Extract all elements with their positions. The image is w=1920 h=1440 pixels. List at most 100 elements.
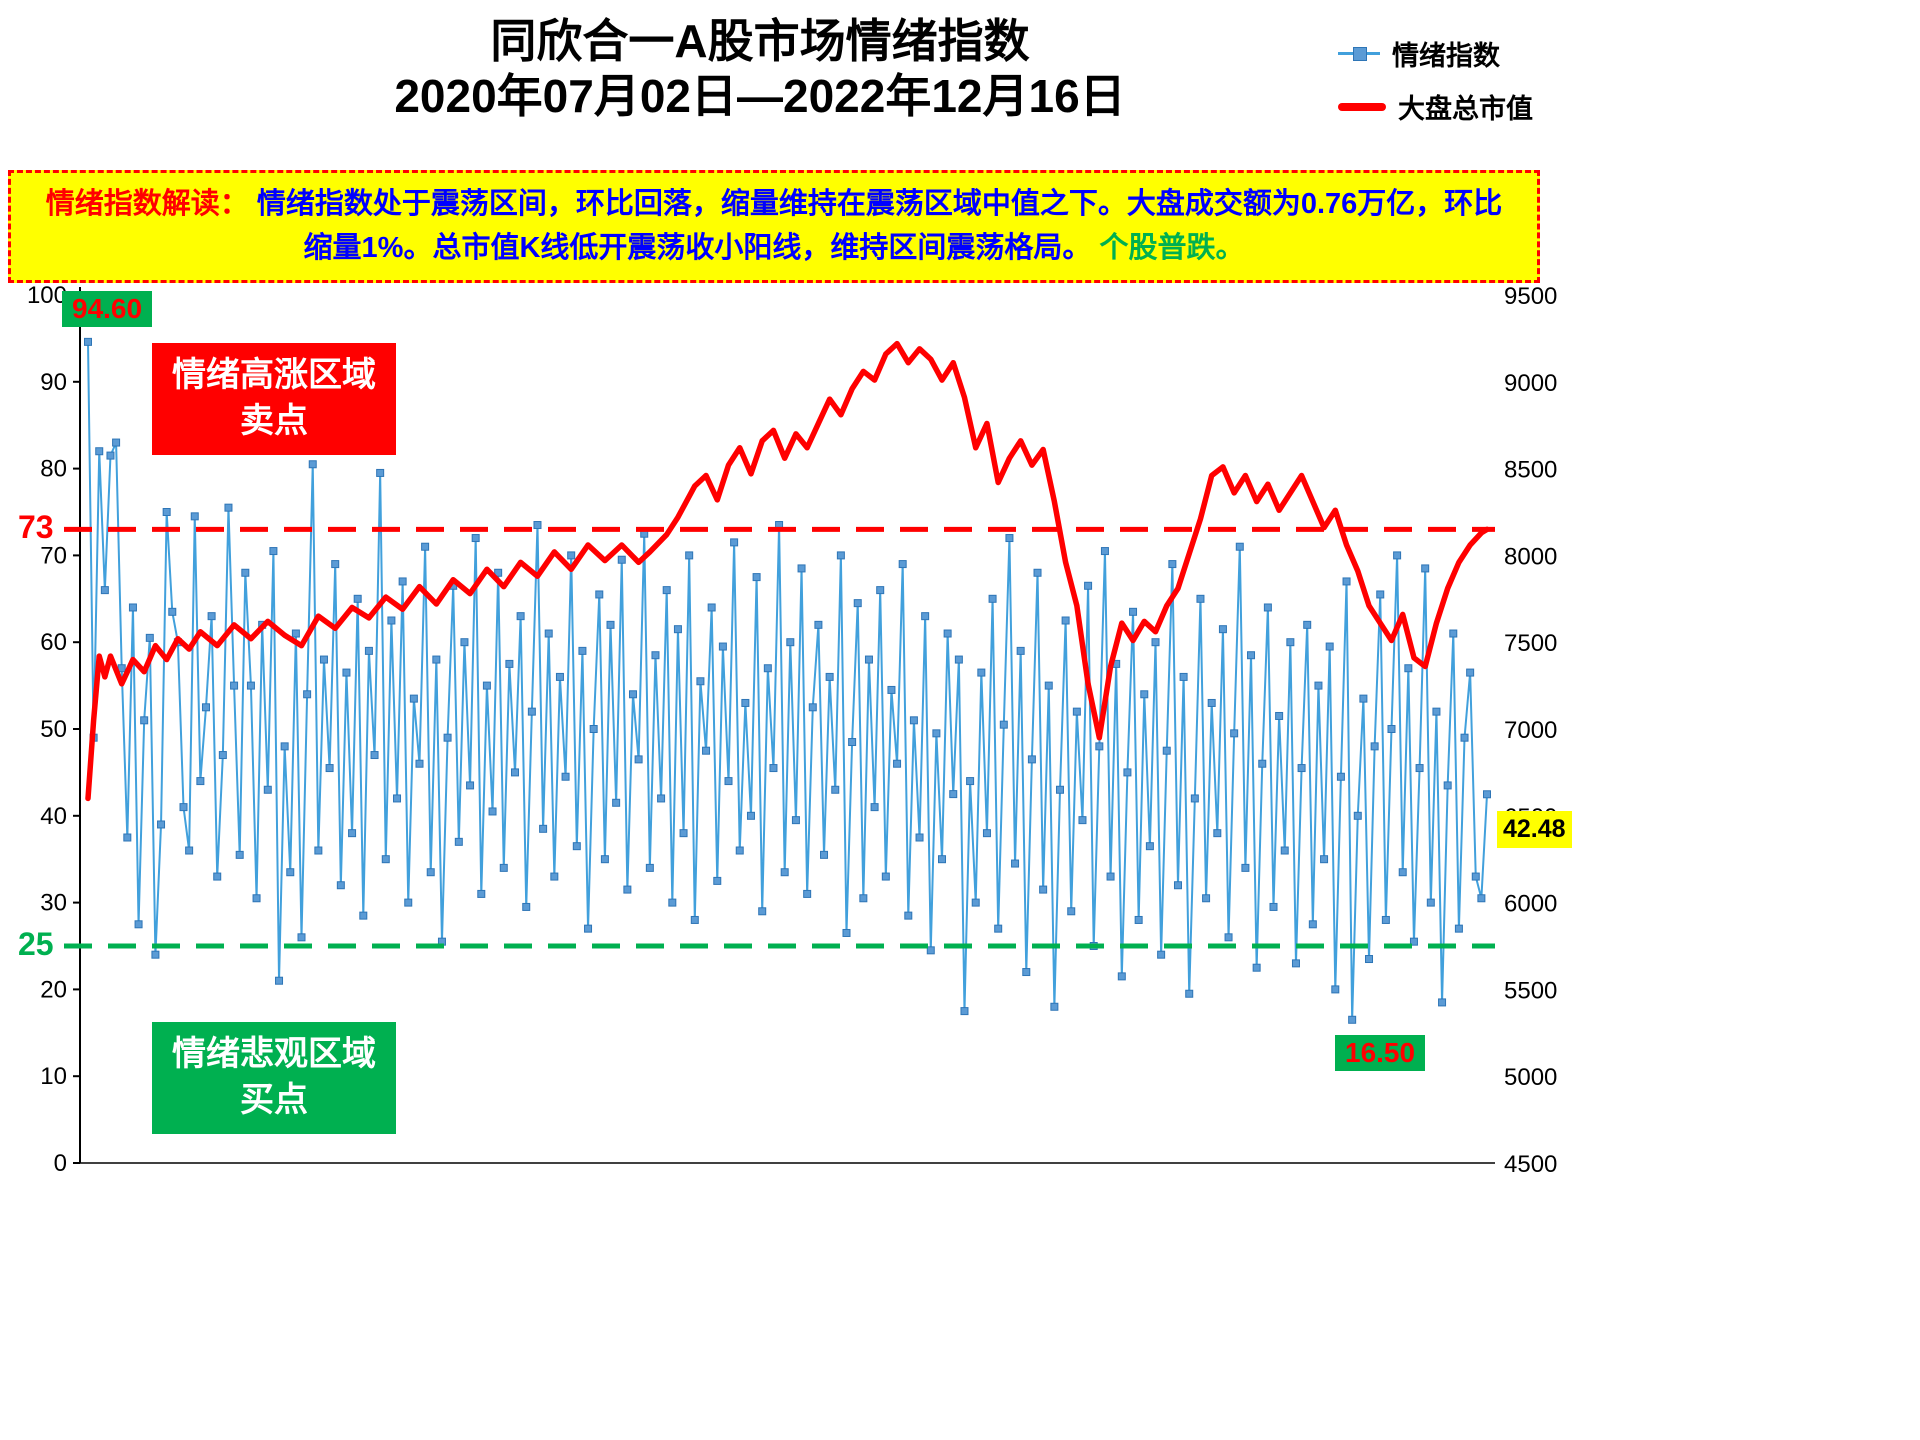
sell-zone-line2: 卖点	[240, 401, 308, 440]
sentiment-marker	[1218, 625, 1227, 634]
sentiment-marker	[319, 655, 328, 664]
sentiment-marker	[673, 625, 682, 634]
first-value-label: 94.60	[62, 291, 153, 327]
sentiment-marker	[1303, 620, 1312, 629]
sentiment-marker	[235, 850, 244, 859]
sentiment-marker	[308, 460, 317, 469]
sentiment-marker	[1044, 681, 1053, 690]
sentiment-marker	[932, 729, 941, 738]
sentiment-marker	[499, 863, 508, 872]
sentiment-marker	[1072, 707, 1081, 716]
sentiment-marker	[1230, 729, 1239, 738]
sell-zone-line1: 情绪高涨区域	[172, 356, 376, 394]
legend: 情绪指数 大盘总市值	[1338, 34, 1533, 126]
sentiment-marker	[842, 928, 851, 937]
sentiment-marker	[758, 907, 767, 916]
sell-zone-callout: 情绪高涨区域 卖点	[152, 343, 396, 455]
sentiment-marker	[960, 1007, 969, 1016]
sentiment-marker	[1078, 816, 1087, 825]
sentiment-marker	[1011, 859, 1020, 868]
sentiment-marker	[707, 603, 716, 612]
sentiment-marker	[364, 646, 373, 655]
sentiment-marker	[791, 816, 800, 825]
sentiment-marker	[246, 681, 255, 690]
sentiment-marker	[1421, 564, 1430, 573]
sentiment-marker	[718, 642, 727, 651]
interpretation-body: 情绪指数处于震荡区间，环比回落，缩量维持在震荡区域中值之下。大盘成交额为0.76…	[256, 188, 1503, 264]
sentiment-marker	[713, 876, 722, 885]
sentiment-marker	[325, 764, 334, 773]
sentiment-marker	[359, 911, 368, 920]
sentiment-marker	[201, 703, 210, 712]
sentiment-marker	[443, 733, 452, 742]
sentiment-marker	[348, 829, 357, 838]
sentiment-marker	[516, 612, 525, 621]
sentiment-marker	[1100, 547, 1109, 556]
sentiment-marker	[533, 521, 542, 530]
low-value-label: 16.50	[1335, 1035, 1426, 1071]
sentiment-marker	[241, 568, 250, 577]
sentiment-marker	[1393, 551, 1402, 560]
sentiment-marker	[1370, 742, 1379, 751]
sentiment-marker	[606, 620, 615, 629]
sentiment-marker	[511, 768, 520, 777]
right-axis-tick-label: 6000	[1504, 891, 1557, 918]
sentiment-marker	[263, 785, 272, 794]
sentiment-marker	[600, 855, 609, 864]
sentiment-marker	[662, 586, 671, 595]
sentiment-marker	[617, 555, 626, 564]
sentiment-marker	[938, 855, 947, 864]
sentiment-marker	[808, 703, 817, 712]
left-axis-tick-label: 60	[40, 629, 67, 656]
threshold-low-label: 25	[18, 926, 54, 962]
sentiment-marker	[904, 911, 913, 920]
sentiment-marker	[825, 672, 834, 681]
sentiment-marker	[696, 677, 705, 686]
threshold-high-label: 73	[18, 509, 54, 545]
left-axis-tick-label: 10	[40, 1063, 67, 1090]
buy-zone-line2: 买点	[240, 1080, 308, 1119]
left-axis-tick-label: 100	[27, 282, 67, 309]
sentiment-marker	[393, 794, 402, 803]
sentiment-marker	[1280, 846, 1289, 855]
sentiment-marker	[1140, 690, 1149, 699]
sentiment-marker	[168, 607, 177, 616]
sentiment-marker	[1320, 855, 1329, 864]
sentiment-marker	[1331, 985, 1340, 994]
sentiment-marker	[1308, 920, 1317, 929]
sentiment-marker	[584, 924, 593, 933]
sentiment-marker	[1291, 959, 1300, 968]
sentiment-marker	[1426, 898, 1435, 907]
sentiment-marker	[190, 512, 199, 521]
sentiment-marker	[1067, 907, 1076, 916]
right-axis-tick-label: 8000	[1504, 543, 1557, 570]
sentiment-marker	[342, 668, 351, 677]
sentiment-marker	[1252, 963, 1261, 972]
left-axis-tick-label: 80	[40, 456, 67, 483]
sentiment-marker	[1095, 742, 1104, 751]
sentiment-marker	[814, 620, 823, 629]
sentiment-marker	[376, 468, 385, 477]
sentiment-marker	[786, 638, 795, 647]
sentiment-marker	[1325, 642, 1334, 651]
sentiment-marker	[702, 746, 711, 755]
sentiment-marker	[1022, 968, 1031, 977]
sentiment-marker	[1353, 811, 1362, 820]
sentiment-marker	[1185, 989, 1194, 998]
last-value-label: 42.48	[1497, 811, 1572, 848]
sentiment-marker	[145, 633, 154, 642]
sentiment-marker	[1117, 972, 1126, 981]
sentiment-marker	[876, 586, 885, 595]
sentiment-marker	[915, 833, 924, 842]
sentiment-marker	[949, 790, 958, 799]
sentiment-marker	[505, 659, 514, 668]
sentiment-marker	[1247, 651, 1256, 660]
sentiment-marker	[140, 716, 149, 725]
sentiment-marker	[909, 716, 918, 725]
sentiment-marker	[336, 881, 345, 890]
sentiment-marker	[1471, 872, 1480, 881]
sentiment-marker	[848, 738, 857, 747]
sentiment-marker	[982, 829, 991, 838]
sentiment-marker	[735, 846, 744, 855]
